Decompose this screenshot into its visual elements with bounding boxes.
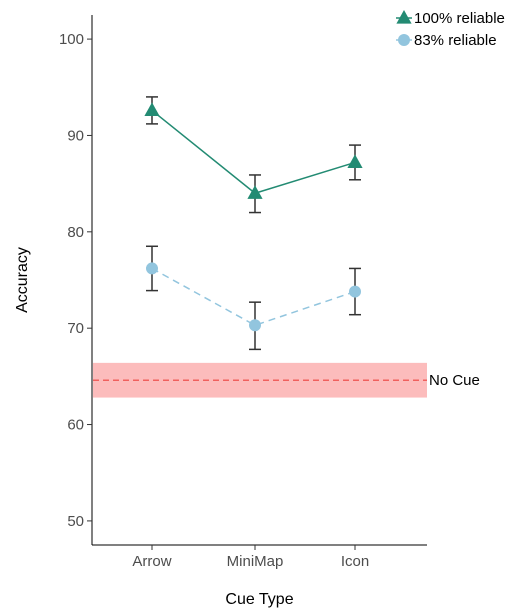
y-tick-label: 60 bbox=[67, 417, 84, 434]
legend-marker bbox=[396, 10, 412, 24]
x-tick-label: Icon bbox=[341, 553, 369, 570]
series-1 bbox=[144, 96, 363, 214]
legend-item: 100% reliable bbox=[396, 10, 505, 27]
data-point bbox=[249, 319, 261, 332]
data-point bbox=[144, 102, 160, 116]
data-point bbox=[349, 285, 361, 298]
y-tick-label: 50 bbox=[67, 513, 84, 530]
data-point bbox=[347, 154, 363, 169]
reference-label: No Cue bbox=[429, 372, 480, 389]
legend-item: 83% reliable bbox=[396, 32, 497, 49]
legend: 100% reliable 83% reliable bbox=[396, 10, 505, 49]
axes-layer bbox=[91, 15, 427, 546]
series-layer bbox=[144, 96, 363, 351]
legend-marker bbox=[398, 34, 410, 46]
y-tick-label: 90 bbox=[67, 127, 84, 144]
legend-label: 83% reliable bbox=[414, 32, 497, 49]
x-axis-title: Cue Type bbox=[225, 591, 293, 608]
legend-label: 100% reliable bbox=[414, 10, 505, 27]
data-point bbox=[146, 262, 158, 275]
y-tick-label: 100 bbox=[59, 31, 84, 48]
data-point bbox=[247, 185, 263, 199]
reference-band-layer: No Cue bbox=[93, 362, 480, 398]
series-line bbox=[151, 109, 356, 195]
ticks-layer: 50 60 70 80 90 100 Arrow MiniMap Icon bbox=[59, 31, 369, 570]
y-tick-label: 80 bbox=[67, 224, 84, 241]
x-tick-label: MiniMap bbox=[227, 553, 284, 570]
series-line bbox=[151, 267, 356, 327]
x-tick-label: Arrow bbox=[132, 553, 171, 570]
series-2 bbox=[146, 245, 361, 351]
y-axis-title: Accuracy bbox=[14, 247, 31, 313]
y-tick-label: 70 bbox=[67, 320, 84, 337]
